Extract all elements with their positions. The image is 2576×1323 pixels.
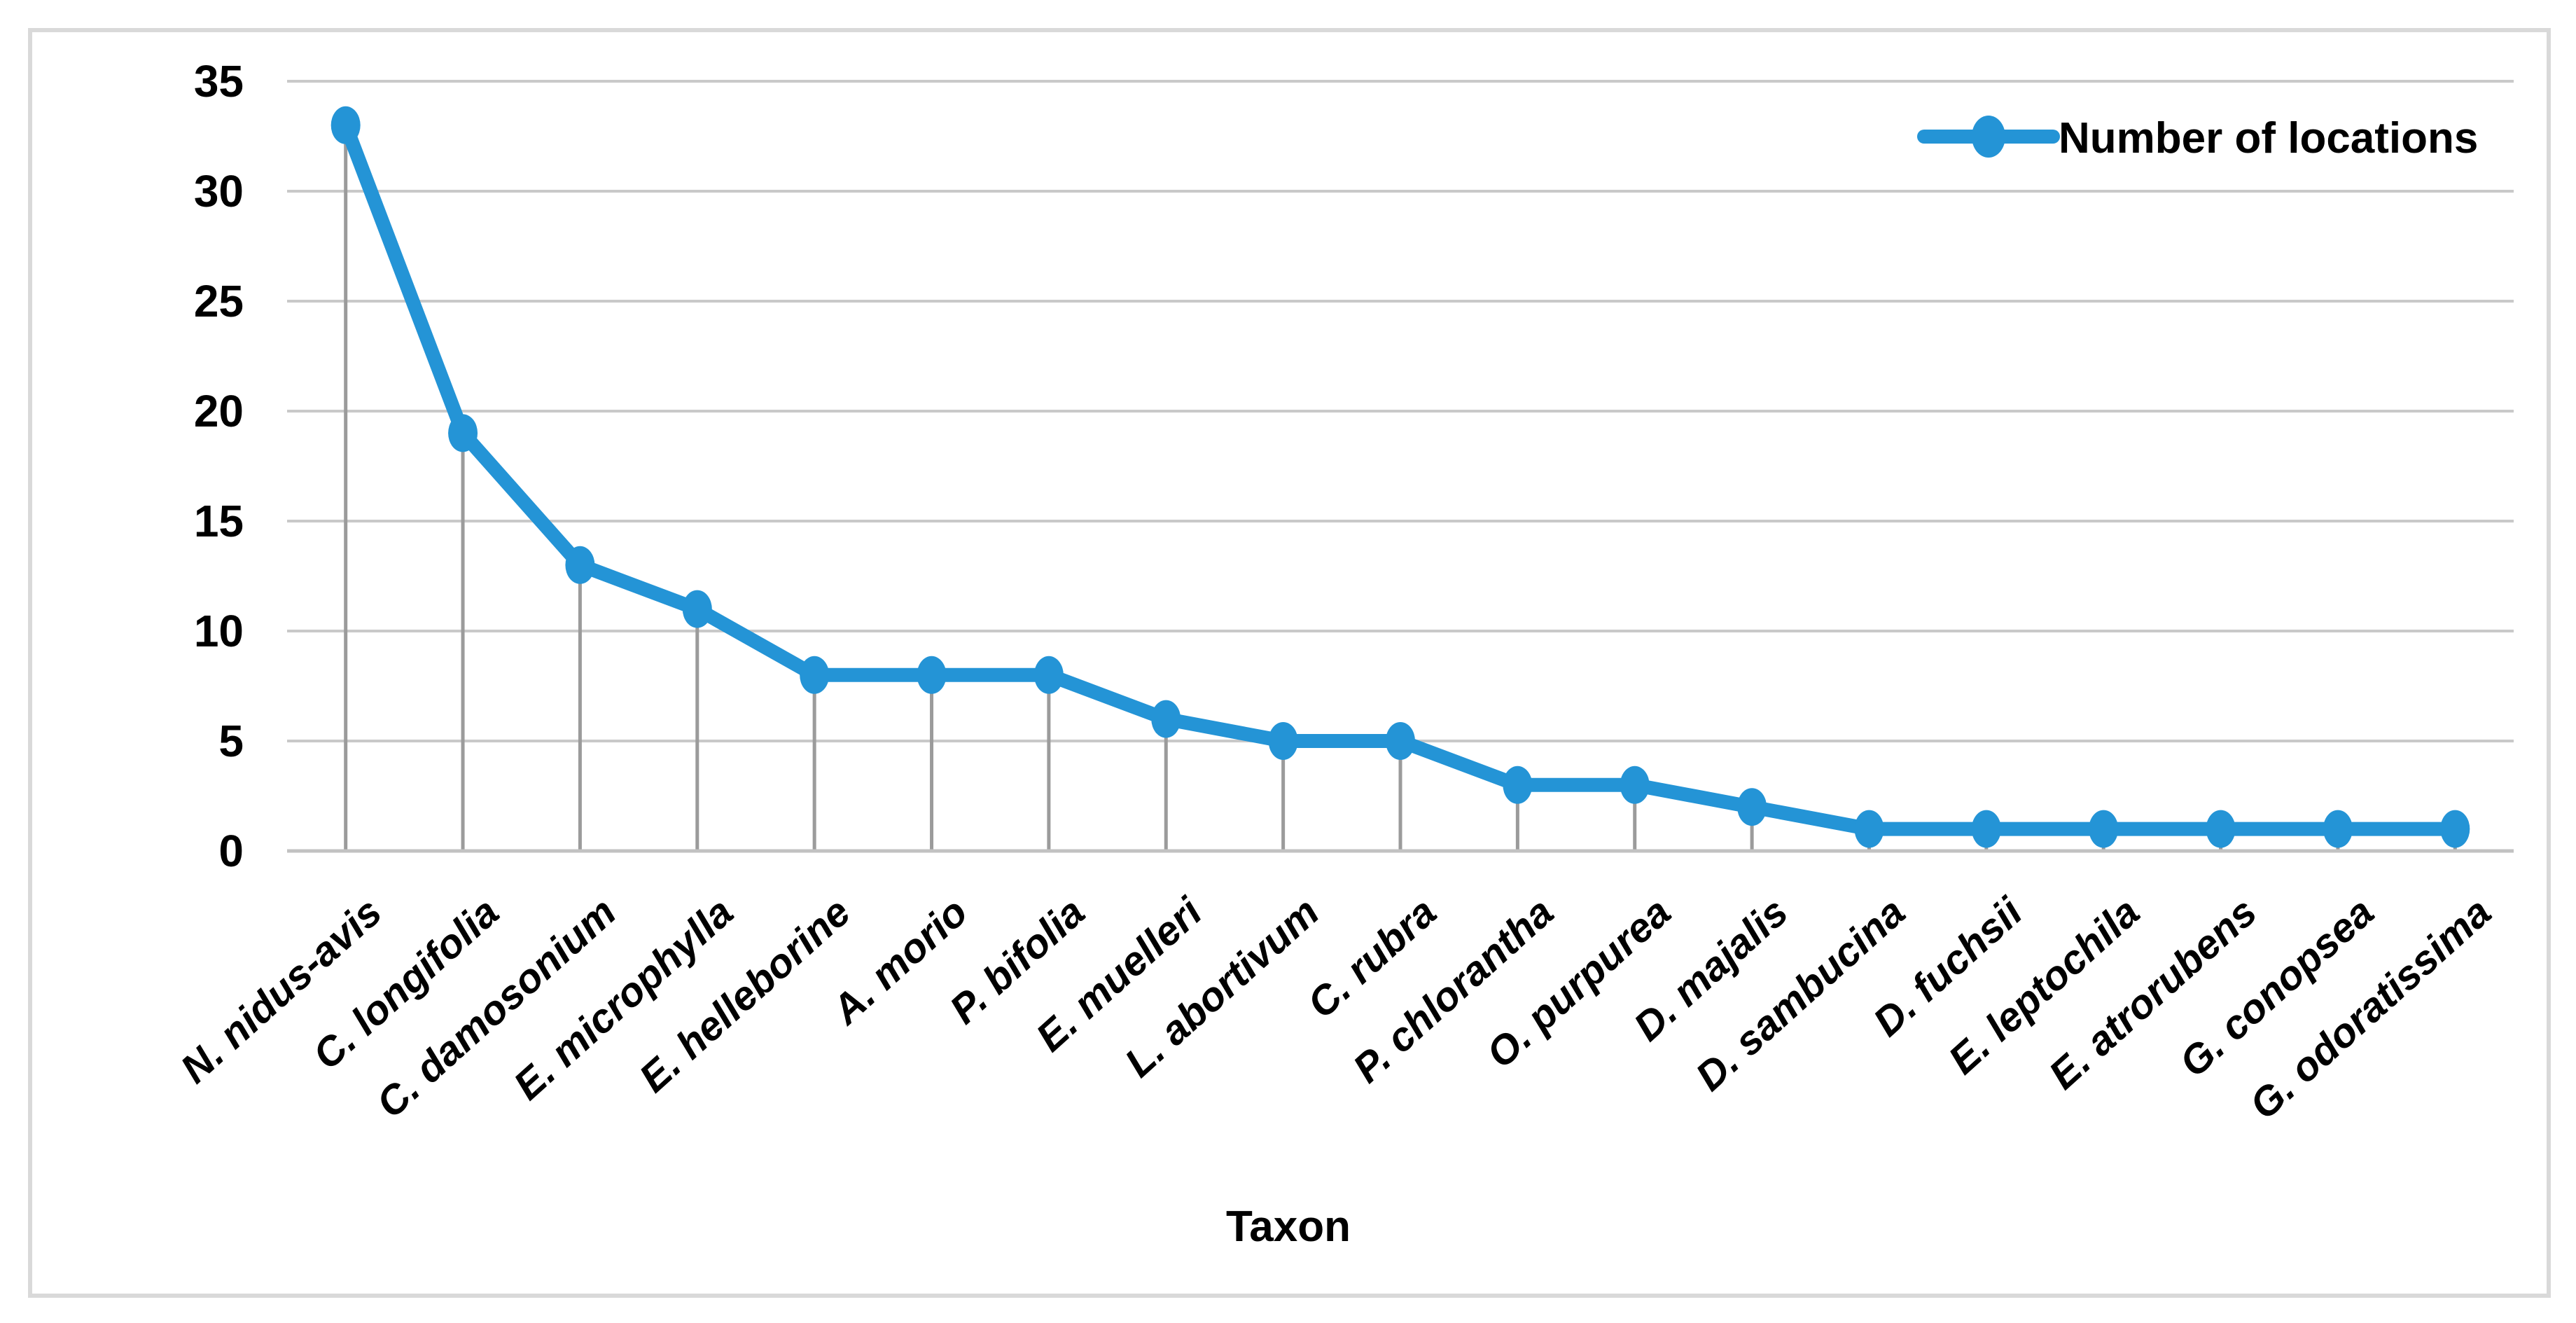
data-point-marker [330, 106, 361, 144]
x-axis-title: Taxon [1226, 1203, 1351, 1251]
legend-label: Number of locations [2059, 114, 2478, 162]
data-point-marker [1971, 810, 2001, 848]
data-point-marker [2089, 810, 2119, 848]
y-tick-label: 25 [194, 276, 244, 326]
data-point-marker [2206, 810, 2236, 848]
y-tick-label: 10 [194, 606, 244, 656]
data-point-marker [2440, 810, 2470, 848]
data-point-marker [917, 656, 947, 694]
data-point-marker [565, 546, 595, 584]
data-point-marker [1503, 766, 1533, 804]
y-tick-label: 5 [218, 716, 244, 766]
y-tick-label: 30 [194, 166, 244, 216]
y-tick-label: 35 [194, 56, 244, 106]
y-tick-label: 20 [194, 386, 244, 436]
data-point-marker [682, 590, 712, 628]
data-point-marker [1620, 766, 1650, 804]
data-point-marker [448, 414, 478, 452]
data-point-marker [1033, 656, 1064, 694]
data-point-marker [1386, 722, 1415, 760]
data-point-marker [1854, 810, 1884, 848]
data-point-marker [1268, 722, 1298, 760]
y-tick-label: 15 [194, 496, 244, 546]
figure-border [28, 28, 2551, 1298]
data-point-marker [1737, 788, 1767, 826]
data-point-marker [1151, 700, 1181, 738]
data-point-marker [800, 656, 830, 694]
data-point-marker [2323, 810, 2353, 848]
legend-marker [1972, 116, 2005, 158]
y-tick-label: 0 [218, 826, 244, 876]
